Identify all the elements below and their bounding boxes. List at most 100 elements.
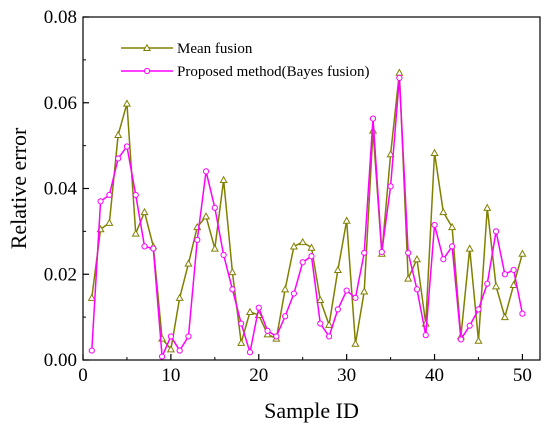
data-point-series-1 <box>141 243 148 250</box>
data-point-series-1 <box>369 115 377 122</box>
data-point-series-0 <box>307 243 316 251</box>
data-point-series-1 <box>457 336 465 343</box>
data-point-series-0 <box>175 293 184 301</box>
x-tick-label: 40 <box>425 365 444 386</box>
data-point-series-0 <box>281 285 290 293</box>
y-tick-label: 0.04 <box>44 179 78 200</box>
data-point-series-1 <box>238 320 245 327</box>
data-point-series-0 <box>140 207 149 216</box>
data-point-series-1 <box>273 333 280 340</box>
x-axis-label: Sample ID <box>264 398 359 423</box>
data-point-series-0 <box>210 244 219 252</box>
data-point-series-0 <box>114 130 123 138</box>
data-point-series-1 <box>88 347 95 354</box>
data-point-series-0 <box>263 330 272 338</box>
data-point-series-0 <box>518 249 527 257</box>
data-point-series-1 <box>466 322 473 329</box>
data-point-series-1 <box>123 143 131 150</box>
data-point-series-1 <box>211 204 218 211</box>
data-point-series-1 <box>387 183 394 190</box>
series-layer <box>87 68 527 360</box>
data-point-series-1 <box>413 286 421 293</box>
series-line-1 <box>91 77 524 357</box>
x-tick-label: 30 <box>337 365 356 386</box>
data-point-series-0 <box>509 280 518 289</box>
data-point-series-0 <box>105 218 114 226</box>
legend-marker <box>143 67 151 75</box>
data-point-series-0 <box>386 149 395 158</box>
data-point-series-0 <box>325 320 334 328</box>
y-tick-label: 0.00 <box>44 350 77 371</box>
data-point-series-0 <box>448 222 457 231</box>
data-point-series-1 <box>202 168 210 175</box>
data-point-series-0 <box>289 242 298 250</box>
data-point-series-1 <box>492 228 500 235</box>
data-point-series-1 <box>264 327 271 334</box>
data-point-series-0 <box>316 295 325 304</box>
data-point-series-0 <box>342 216 351 224</box>
x-tick-label: 20 <box>249 365 268 386</box>
legend-marker <box>142 43 152 52</box>
y-tick-label: 0.06 <box>44 93 77 114</box>
data-point-series-0 <box>412 255 422 263</box>
data-point-series-1 <box>255 304 262 311</box>
data-point-series-0 <box>465 244 474 252</box>
data-point-series-0 <box>87 293 96 301</box>
data-point-series-0 <box>404 274 413 282</box>
data-point-series-1 <box>282 313 289 320</box>
data-point-series-1 <box>475 306 482 313</box>
data-point-series-1 <box>97 198 104 205</box>
legend-entry-bayes-fusion: Proposed method(Bayes fusion) <box>121 64 369 80</box>
data-point-series-0 <box>395 68 404 76</box>
data-point-series-1 <box>378 248 385 256</box>
data-point-series-1 <box>246 349 254 356</box>
legend-label: Proposed method(Bayes fusion) <box>177 64 369 80</box>
data-point-series-0 <box>122 99 131 107</box>
data-point-series-0 <box>298 237 307 246</box>
data-point-series-1 <box>510 266 517 274</box>
data-point-series-0 <box>430 148 439 156</box>
data-point-series-1 <box>308 253 315 260</box>
y-tick-label: 0.02 <box>44 264 77 285</box>
legend: Mean fusion Proposed method(Bayes fusion… <box>121 41 369 80</box>
data-point-series-0 <box>483 203 492 211</box>
data-point-series-0 <box>219 175 228 183</box>
data-point-series-0 <box>245 307 255 316</box>
data-point-series-1 <box>194 236 201 244</box>
data-point-series-1 <box>352 294 359 301</box>
legend-swatch-marker <box>143 67 151 75</box>
data-point-series-0 <box>131 229 140 237</box>
data-point-series-1 <box>185 333 192 340</box>
data-point-series-1 <box>449 243 456 250</box>
axes-layer: 0 10 20 30 40 50 0.00 0.02 0.04 0.06 0.08 <box>44 7 532 386</box>
data-point-series-1 <box>422 332 429 339</box>
data-point-series-0 <box>184 259 193 267</box>
data-point-series-1 <box>396 74 403 81</box>
x-tick-label: 0 <box>78 365 88 386</box>
data-point-series-0 <box>237 338 246 346</box>
data-point-series-1 <box>325 333 333 340</box>
data-point-series-1 <box>150 245 157 252</box>
data-point-series-1 <box>176 347 183 354</box>
data-point-series-1 <box>290 290 298 297</box>
data-point-series-1 <box>440 256 447 263</box>
data-point-series-0 <box>500 312 509 321</box>
data-point-series-1 <box>229 286 236 293</box>
data-point-series-1 <box>484 280 491 287</box>
x-tick-label: 50 <box>513 365 532 386</box>
data-point-series-0 <box>351 339 360 347</box>
data-point-series-0 <box>439 207 448 216</box>
y-tick-label: 0.08 <box>44 7 77 28</box>
legend-swatch-marker <box>142 43 152 52</box>
data-point-series-1 <box>220 251 227 259</box>
data-point-series-1 <box>334 306 341 313</box>
data-point-series-1 <box>343 287 350 294</box>
y-axis-label: Relative error <box>6 127 31 249</box>
data-point-series-0 <box>166 345 175 353</box>
data-point-series-1 <box>519 310 526 317</box>
data-point-series-1 <box>299 259 306 266</box>
data-point-series-1 <box>317 320 324 327</box>
data-point-series-0 <box>492 282 501 290</box>
data-point-series-1 <box>132 191 139 199</box>
data-point-series-1 <box>501 271 508 278</box>
